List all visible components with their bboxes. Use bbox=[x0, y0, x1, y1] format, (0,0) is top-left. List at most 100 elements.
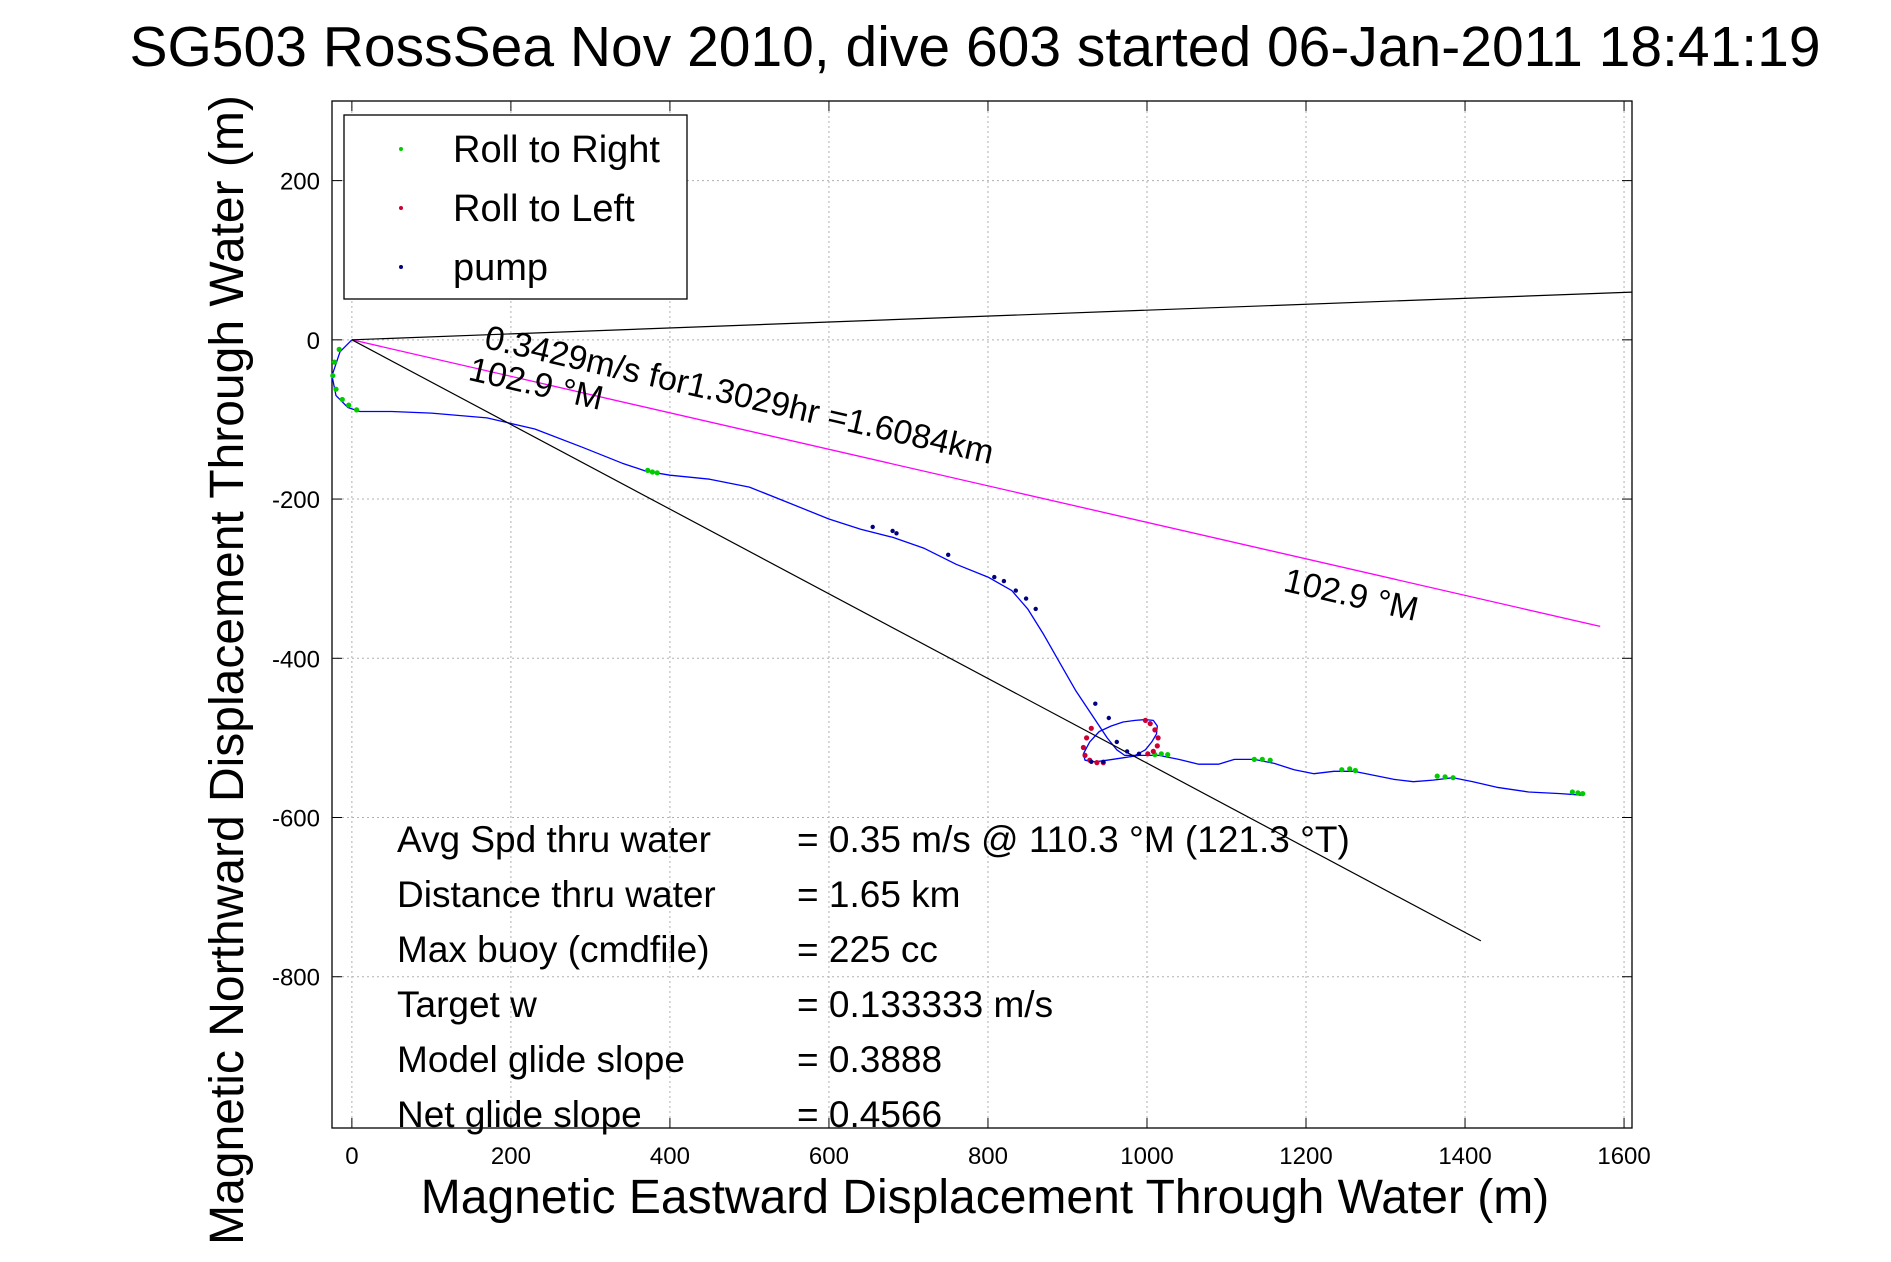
roll-right-point bbox=[1450, 775, 1456, 781]
chart-title: SG503 RossSea Nov 2010, dive 603 started… bbox=[129, 15, 1820, 79]
roll-right-point bbox=[354, 407, 360, 413]
x-axis-label: Magnetic Eastward Displacement Through W… bbox=[421, 1171, 1549, 1224]
roll-right-point bbox=[1251, 756, 1257, 763]
roll-right-point bbox=[1352, 767, 1358, 774]
pump-point bbox=[1093, 701, 1098, 706]
x-tick-label: 400 bbox=[650, 1143, 690, 1170]
stat-value: = 0.133333 m/s bbox=[797, 984, 1053, 1025]
stat-value: = 0.35 m/s @ 110.3 °M (121.3 °T) bbox=[797, 819, 1350, 860]
pump-point bbox=[1106, 715, 1112, 721]
roll-right-point bbox=[1347, 766, 1353, 772]
legend-marker bbox=[399, 265, 403, 269]
roll-right-point bbox=[1580, 791, 1586, 797]
pump-point bbox=[1089, 759, 1094, 764]
y-tick-label: -200 bbox=[272, 487, 320, 514]
stat-label: Model glide slope bbox=[397, 1039, 685, 1080]
pump-point bbox=[1101, 759, 1106, 764]
roll-left-point bbox=[1094, 760, 1100, 766]
stat-value: = 1.65 km bbox=[797, 874, 961, 915]
roll-right-point bbox=[339, 396, 345, 403]
roll-right-point bbox=[1434, 773, 1440, 779]
pump-point bbox=[1013, 588, 1018, 593]
stats-block: Avg Spd thru water = 0.35 m/s @ 110.3 °M … bbox=[397, 819, 1350, 1135]
roll-right-point bbox=[1569, 789, 1575, 795]
pump-point bbox=[946, 552, 951, 557]
legend-items: Roll to Right Roll to Left pump bbox=[399, 129, 660, 289]
pump-point bbox=[870, 524, 875, 530]
roll-right-point bbox=[654, 470, 660, 476]
roll-left-point bbox=[1154, 743, 1160, 749]
y-tick-label: 0 bbox=[307, 328, 320, 355]
legend-label: Roll to Left bbox=[453, 188, 635, 230]
x-tick-label: 200 bbox=[491, 1143, 531, 1170]
y-tick-label: -800 bbox=[272, 965, 320, 992]
x-tick-label: 1400 bbox=[1438, 1143, 1491, 1170]
series-layer bbox=[331, 291, 1633, 942]
roll-right-point bbox=[331, 359, 337, 365]
stat-label: Avg Spd thru water bbox=[397, 819, 711, 860]
roll-right-point bbox=[1575, 790, 1581, 796]
pump-point bbox=[1136, 751, 1142, 756]
roll-right-point bbox=[1267, 757, 1273, 763]
x-tick-label: 0 bbox=[345, 1143, 358, 1170]
pump-point bbox=[1033, 606, 1038, 612]
pump-point bbox=[1001, 578, 1007, 584]
pump-point bbox=[890, 528, 895, 534]
x-tick-label: 600 bbox=[809, 1143, 849, 1170]
x-tick-label: 1200 bbox=[1279, 1143, 1332, 1170]
x-tick-label: 1000 bbox=[1120, 1143, 1173, 1170]
roll-right-point bbox=[649, 469, 656, 475]
roll-left-point bbox=[1080, 744, 1086, 751]
roll-left-point bbox=[1088, 725, 1094, 731]
roll-left-point bbox=[1142, 717, 1148, 724]
y-axis-label: Magnetic Northward Displacement Through … bbox=[201, 95, 254, 1245]
roll-right-point bbox=[1339, 767, 1345, 773]
legend-marker bbox=[399, 206, 403, 210]
roll-right-point bbox=[346, 402, 352, 408]
stat-label: Distance thru water bbox=[397, 874, 716, 915]
stat-value: = 225 cc bbox=[797, 929, 938, 970]
roll-left-point bbox=[1147, 721, 1153, 727]
stat-value: = 0.4566 bbox=[797, 1094, 942, 1135]
pump-point bbox=[1023, 596, 1029, 601]
heading-line bbox=[351, 339, 1482, 942]
stat-value: = 0.3888 bbox=[797, 1039, 942, 1080]
tick-labels: 0 200 400 600 800 1000 1200 1400 1600 200 0 -200 -40… bbox=[272, 169, 1651, 1170]
pump-point bbox=[1124, 749, 1130, 754]
roll-right-point bbox=[336, 346, 342, 352]
roll-left-point bbox=[1084, 735, 1090, 741]
roll-right-point bbox=[1165, 752, 1171, 758]
glider-track-line bbox=[331, 339, 1583, 796]
pump-point bbox=[894, 531, 899, 536]
roll-left-point bbox=[1155, 735, 1161, 741]
roll-right-point bbox=[333, 386, 339, 392]
roll-right-point bbox=[1158, 751, 1164, 757]
roll-right-point bbox=[1259, 756, 1265, 763]
pump-point bbox=[992, 574, 997, 580]
x-tick-label: 800 bbox=[968, 1143, 1008, 1170]
legend-marker bbox=[399, 147, 403, 151]
roll-left-point bbox=[1152, 727, 1158, 733]
stat-label: Net glide slope bbox=[397, 1094, 642, 1135]
y-tick-label: 200 bbox=[280, 169, 320, 196]
marker-layer bbox=[330, 346, 1586, 797]
y-tick-label: -600 bbox=[272, 806, 320, 833]
stat-label: Target w bbox=[397, 984, 537, 1025]
roll-left-point bbox=[1145, 751, 1151, 757]
pump-point bbox=[1114, 739, 1120, 745]
axis-ticks bbox=[332, 101, 1632, 1128]
roll-right-point bbox=[330, 373, 336, 379]
reference-line bbox=[351, 291, 1633, 341]
roll-right-point bbox=[645, 467, 651, 473]
stat-label: Max buoy (cmdfile) bbox=[397, 929, 710, 970]
legend-label: Roll to Right bbox=[453, 129, 660, 171]
roll-right-point bbox=[1442, 774, 1448, 780]
legend-label: pump bbox=[453, 247, 548, 289]
roll-left-point bbox=[1082, 752, 1088, 759]
legend: Roll to Right Roll to Left pump bbox=[343, 114, 688, 300]
depth-averaged-direction-line bbox=[351, 339, 1601, 628]
x-tick-label: 1600 bbox=[1597, 1143, 1650, 1170]
roll-left-point bbox=[1150, 748, 1156, 755]
y-tick-label: -400 bbox=[272, 646, 320, 673]
